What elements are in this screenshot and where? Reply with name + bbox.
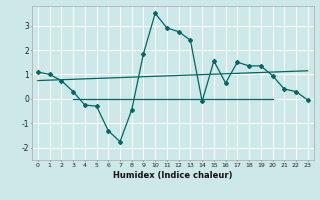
X-axis label: Humidex (Indice chaleur): Humidex (Indice chaleur) <box>113 171 233 180</box>
